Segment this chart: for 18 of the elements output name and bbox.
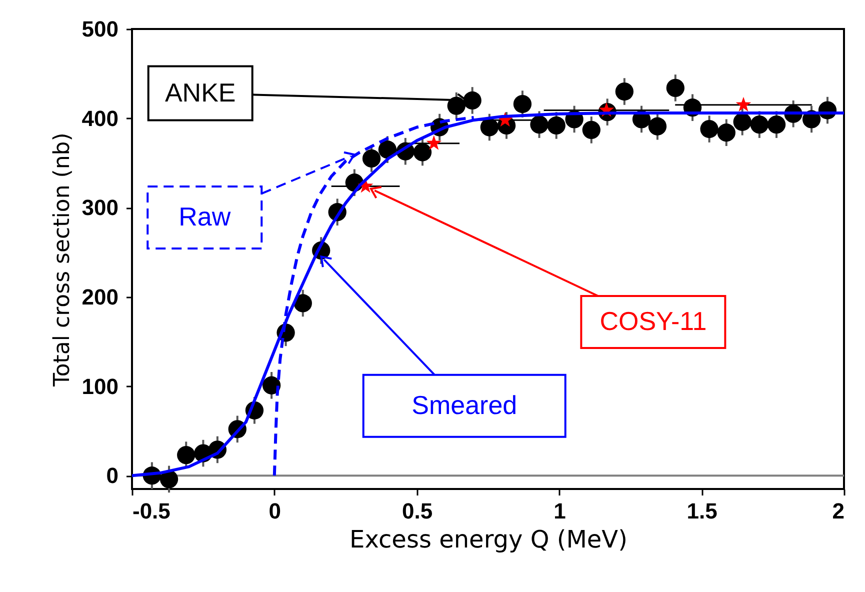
y-tick-label: 400 [82, 106, 118, 131]
y-axis-title: Total cross section (nb) [50, 132, 75, 388]
text: Raw [178, 201, 231, 232]
x-tick-label: 1.5 [686, 498, 718, 524]
x-tick-label: 2 [832, 498, 844, 524]
text: Smeared [412, 390, 518, 420]
text: ANKE [164, 77, 236, 108]
x-tick-label: -0.5 [132, 498, 170, 524]
y-tick-label: 0 [106, 463, 118, 488]
y-tick-label: 100 [82, 374, 118, 399]
text: COSY-11 [600, 306, 707, 336]
x-tick-label: 0.5 [402, 498, 433, 524]
y-tick-label: 300 [82, 195, 118, 220]
x-tick-label: 1 [554, 498, 566, 524]
x-axis-title: Excess energy Q (MeV) [350, 526, 628, 554]
y-tick-label: 200 [82, 284, 118, 310]
y-tick-label: 500 [82, 16, 118, 42]
x-tick-label: 0 [268, 498, 282, 524]
